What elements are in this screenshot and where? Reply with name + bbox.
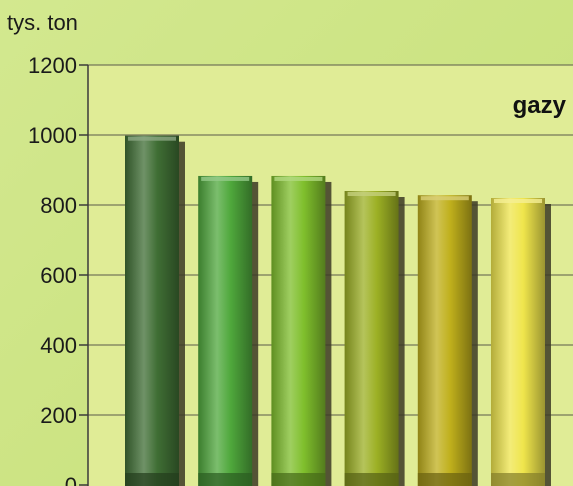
- chart-title: gazy: [513, 92, 567, 119]
- y-tick-label: 1200: [28, 53, 77, 78]
- bar-3: [271, 175, 326, 486]
- y-tick-label: 0: [65, 473, 77, 486]
- bar-top-highlight: [274, 176, 323, 181]
- bar-shadow: [323, 181, 332, 486]
- bar-base: [271, 473, 326, 486]
- bar-2: [198, 175, 253, 486]
- bar-base: [198, 473, 253, 486]
- bar-shadow: [543, 204, 551, 486]
- bar-top-highlight: [420, 196, 469, 201]
- y-tick-label: 1000: [28, 123, 77, 148]
- bar-shadow: [177, 141, 185, 486]
- y-tick-label: 200: [40, 403, 77, 428]
- bar-top-highlight: [494, 199, 542, 203]
- y-axis-unit-label: tys. ton: [7, 10, 78, 35]
- bar-base: [125, 473, 179, 486]
- bars: [125, 135, 551, 486]
- bar-shadow: [469, 201, 478, 486]
- bar-6: [491, 198, 545, 486]
- bar-4: [344, 191, 399, 486]
- bar-shadow: [250, 181, 259, 486]
- bar-5: [417, 195, 472, 486]
- bar-1: [125, 135, 179, 486]
- bar-shadow: [396, 197, 405, 486]
- bar-top-highlight: [201, 176, 250, 181]
- y-axis: 0 200 400 600 800 1000 1200: [28, 53, 89, 486]
- bar-base: [344, 473, 399, 486]
- y-tick-label: 800: [40, 193, 77, 218]
- y-tick-label: 600: [40, 263, 77, 288]
- bar-base: [491, 473, 545, 486]
- y-tick-label: 400: [40, 333, 77, 358]
- bar-top-highlight: [128, 136, 176, 141]
- bar-top-highlight: [347, 192, 396, 196]
- bar-base: [417, 473, 472, 486]
